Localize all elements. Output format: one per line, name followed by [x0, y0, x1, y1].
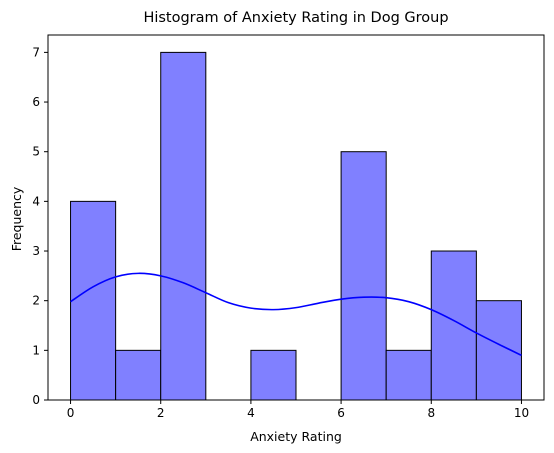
x-axis-label: Anxiety Rating [250, 429, 342, 444]
histogram-bar-7 [385, 349, 432, 401]
histogram-bar-2 [160, 51, 207, 401]
y-tick-label-3: 3 [32, 244, 40, 258]
histogram-bar-8 [430, 250, 477, 401]
plot-frame [47, 34, 545, 401]
y-axis-label: Frequency [9, 186, 24, 251]
y-tick-label-7: 7 [32, 45, 40, 59]
x-tick-label-10: 10 [514, 406, 529, 420]
y-tick-label-1: 1 [32, 343, 40, 357]
y-tick-label-0: 0 [32, 393, 40, 407]
x-tick-label-0: 0 [67, 406, 75, 420]
kde-curve [70, 272, 522, 357]
histogram-bar-0 [70, 200, 117, 401]
y-tick-label-5: 5 [32, 145, 40, 159]
chart-title: Histogram of Anxiety Rating in Dog Group [143, 10, 448, 26]
y-tick-label-2: 2 [32, 294, 40, 308]
histogram-bar-1 [115, 349, 162, 401]
histogram-bar-9 [475, 300, 522, 401]
y-tick-label-4: 4 [32, 194, 40, 208]
x-tick-label-2: 2 [157, 406, 165, 420]
y-tick-label-6: 6 [32, 95, 40, 109]
histogram-bar-4 [250, 349, 297, 401]
histogram-bar-6 [340, 151, 387, 401]
x-tick-label-4: 4 [247, 406, 255, 420]
x-tick-label-6: 6 [337, 406, 345, 420]
plot-area: 0 2 4 6 8 10 0 1 2 3 4 5 6 7 [32, 34, 545, 420]
x-tick-label-8: 8 [427, 406, 435, 420]
